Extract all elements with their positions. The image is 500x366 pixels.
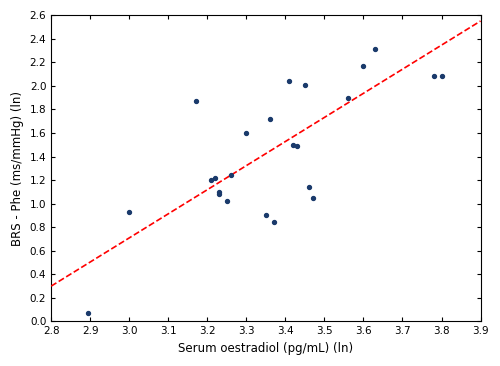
- Point: [223, 198, 231, 204]
- Point: [192, 98, 200, 104]
- Point: [207, 177, 215, 183]
- X-axis label: Serum oestradiol (pg/mL) (ln): Serum oestradiol (pg/mL) (ln): [178, 342, 354, 355]
- Point: [430, 74, 438, 79]
- Point: [125, 209, 133, 215]
- Point: [286, 78, 294, 84]
- Y-axis label: BRS - Phe (ms/mmHg) (ln): BRS - Phe (ms/mmHg) (ln): [11, 91, 24, 246]
- Point: [344, 95, 352, 101]
- Point: [215, 191, 223, 197]
- Point: [301, 82, 309, 87]
- Point: [360, 63, 368, 69]
- Point: [211, 175, 219, 181]
- Point: [242, 130, 250, 136]
- Point: [266, 116, 274, 122]
- Point: [438, 74, 446, 79]
- Point: [215, 189, 223, 195]
- Point: [84, 310, 92, 316]
- Point: [371, 46, 379, 52]
- Point: [305, 184, 313, 190]
- Point: [226, 172, 234, 178]
- Point: [289, 142, 297, 147]
- Point: [270, 220, 278, 225]
- Point: [308, 195, 316, 201]
- Point: [293, 143, 301, 149]
- Point: [262, 213, 270, 219]
